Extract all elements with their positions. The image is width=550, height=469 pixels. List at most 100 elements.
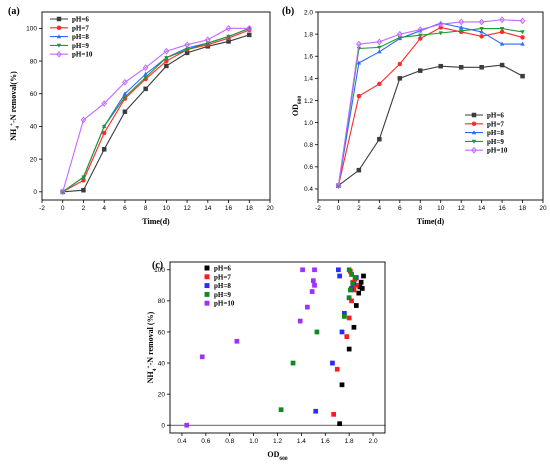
data-point <box>520 30 525 35</box>
data-point <box>377 136 382 142</box>
data-point <box>312 267 317 273</box>
panel-label: (c) <box>152 260 163 271</box>
y-tick-label: 100 <box>154 267 165 274</box>
x-tick-label: -2 <box>39 205 45 212</box>
y-tick-label: 40 <box>30 124 38 131</box>
series-line <box>62 34 250 193</box>
legend-label: pH=9 <box>72 42 89 50</box>
data-point <box>356 60 362 65</box>
x-axis-label: Time(d) <box>417 217 445 226</box>
y-tick-label: 0 <box>33 189 37 196</box>
chart-panel-b: (b) -2 0 2 4 6 8 10 12 14 16 18 20 0.4 0.6 0.8 1.0 1.2 1.4… <box>282 6 547 226</box>
data-point <box>184 422 190 428</box>
x-tick-label: 2 <box>82 205 86 212</box>
data-point <box>143 86 148 92</box>
series-line <box>62 27 250 193</box>
x-tick-label: 4 <box>378 205 382 212</box>
legend-marker <box>204 300 210 306</box>
data-point <box>377 45 382 50</box>
y-axis-label: NH4+-N removal(%) <box>9 71 21 141</box>
x-tick-label: 8 <box>144 205 148 212</box>
legend-marker <box>56 34 62 39</box>
x-tick-label: 20 <box>539 205 547 212</box>
data-point <box>101 147 107 152</box>
data-point <box>438 63 443 69</box>
x-tick-label: 14 <box>478 205 486 212</box>
data-point <box>122 78 128 86</box>
data-point <box>205 41 211 46</box>
x-tick-label: 20 <box>266 205 274 212</box>
legend: pH=6pH=7pH=8pH=9pH=10 <box>50 16 93 59</box>
panel-label: (b) <box>282 6 294 17</box>
data-point <box>499 26 505 31</box>
data-point <box>397 35 403 40</box>
x-tick-label: 14 <box>204 205 212 212</box>
y-tick-label: 20 <box>30 156 38 163</box>
data-point <box>334 366 340 372</box>
data-point <box>356 40 362 48</box>
y-tick-label: 80 <box>30 58 38 65</box>
y-tick-label: 1.4 <box>304 76 313 83</box>
series-line <box>338 64 523 187</box>
x-tick-label: 16 <box>225 205 233 212</box>
data-point <box>396 30 403 38</box>
data-point <box>59 188 66 196</box>
data-point <box>225 24 232 32</box>
legend-marker <box>471 139 477 144</box>
data-point <box>358 279 364 285</box>
series-ph-9 <box>60 26 252 195</box>
legend-label: pH=7 <box>487 120 504 128</box>
y-axis-label: NH4+-N removal (%) <box>146 311 158 383</box>
data-point <box>339 329 345 335</box>
legend-marker <box>204 291 210 297</box>
data-point <box>458 25 464 30</box>
data-point <box>478 18 485 26</box>
data-point <box>337 421 342 427</box>
x-tick-label: 0.8 <box>225 438 234 445</box>
legend-marker <box>204 274 210 280</box>
data-point <box>184 48 190 52</box>
legend-marker <box>56 50 62 58</box>
data-point <box>297 318 303 324</box>
x-tick-label: 0 <box>337 205 341 212</box>
y-tick-label: 1.0 <box>304 120 313 127</box>
legend-label: pH=7 <box>72 24 89 32</box>
data-point <box>331 411 336 417</box>
legend-label: pH=10 <box>72 51 93 59</box>
legend-marker <box>56 25 62 31</box>
legend-marker <box>471 130 477 135</box>
legend-label: pH=6 <box>487 112 504 120</box>
y-tick-label: 40 <box>158 360 166 367</box>
legend-label: pH=9 <box>214 291 231 299</box>
series-ph-6 <box>337 273 366 427</box>
data-point <box>346 346 352 352</box>
x-axis-label: Time(d) <box>142 217 170 226</box>
x-tick-label: 18 <box>246 205 254 212</box>
data-point <box>418 33 423 38</box>
data-point <box>310 278 316 284</box>
data-point <box>309 289 315 294</box>
data-point <box>520 73 525 79</box>
data-point <box>376 38 383 46</box>
data-point <box>346 267 352 273</box>
data-point <box>312 282 317 288</box>
y-tick-label: 60 <box>158 329 166 336</box>
data-point <box>199 354 205 360</box>
series-line <box>337 22 523 186</box>
data-point <box>352 275 358 280</box>
data-point <box>356 93 362 99</box>
y-tick-label: 1.2 <box>304 98 313 105</box>
data-point <box>353 303 359 308</box>
data-point <box>246 24 253 32</box>
data-point <box>479 34 484 39</box>
data-point <box>499 62 505 68</box>
data-point <box>143 75 148 80</box>
data-point <box>122 91 128 96</box>
legend-label: pH=6 <box>72 16 89 24</box>
data-point <box>101 130 107 136</box>
series-ph-9 <box>278 267 358 413</box>
y-tick-label: 20 <box>158 391 166 398</box>
panel-label: (a) <box>8 6 20 17</box>
data-point <box>479 26 484 31</box>
